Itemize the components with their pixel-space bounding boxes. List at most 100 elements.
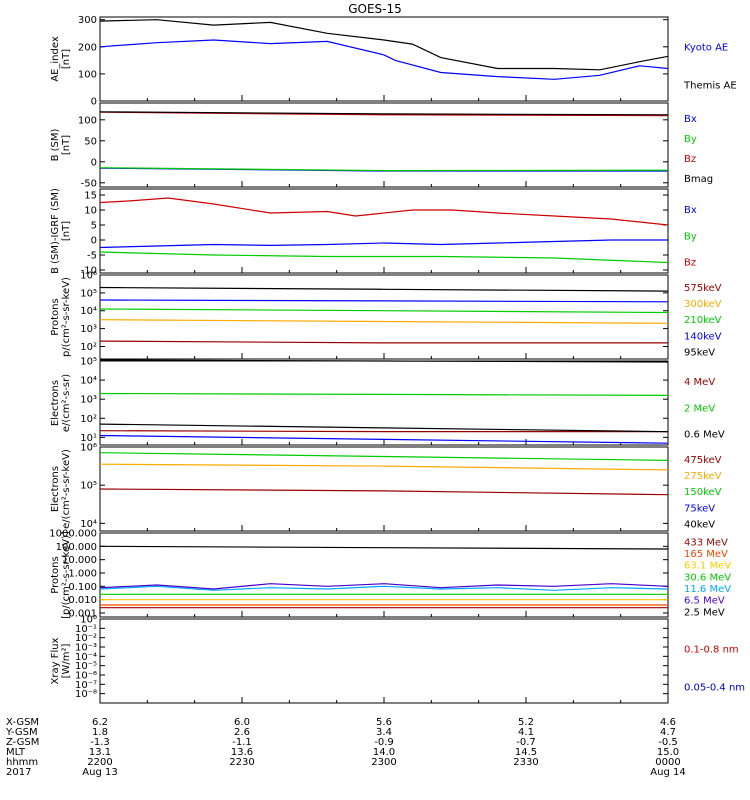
series-line bbox=[99, 585, 669, 591]
series-line bbox=[99, 359, 669, 363]
panel-7: 0.001 0.010 0.100 1.000 10.000 100.000 1000.00… bbox=[49, 529, 731, 620]
footer-value: 4.7 bbox=[660, 727, 676, 738]
footer-row-label: 2017 bbox=[6, 767, 31, 778]
y-tick-label: -50 bbox=[81, 178, 97, 189]
legend-entry: 11.6 MeV bbox=[684, 584, 731, 595]
y-tick-label: 0 bbox=[91, 97, 97, 108]
footer-value: -1.1 bbox=[232, 737, 252, 748]
panel-frame bbox=[99, 188, 669, 274]
y-axis-label: Protons[p/(cm²-s-sr-keV)] bbox=[50, 531, 72, 619]
y-tick-label: 100 bbox=[78, 69, 97, 80]
footer-row-label: Y-GSM bbox=[5, 727, 38, 738]
y-tick-label: 0.010 bbox=[68, 595, 97, 606]
footer-value: Aug 13 bbox=[82, 767, 117, 778]
y-tick-label: 0 bbox=[91, 236, 97, 247]
legend-entry: 210keV bbox=[684, 315, 722, 326]
series-line bbox=[99, 488, 669, 496]
y-tick-label: 10.000 bbox=[62, 555, 97, 566]
panel-frame bbox=[99, 16, 669, 102]
legend-entry: 0.05-0.4 nm bbox=[684, 683, 745, 694]
y-tick-label: 10⁻⁷ bbox=[75, 680, 97, 691]
footer-value: 6.2 bbox=[92, 717, 108, 728]
y-tick-label: 10⁴ bbox=[80, 376, 97, 387]
footer-value: 2230 bbox=[229, 757, 254, 768]
legend-entry: By bbox=[684, 231, 697, 242]
footer-value: -1.3 bbox=[90, 737, 110, 748]
legend-entry: 0.6 MeV bbox=[684, 430, 725, 441]
y-tick-label: 10⁻⁶ bbox=[75, 671, 97, 682]
y-tick-label: 10⁻⁸ bbox=[75, 689, 97, 700]
legend-entry: 95keV bbox=[684, 348, 715, 359]
legend-entry: 275keV bbox=[684, 471, 722, 482]
y-axis-label: B (SM)[nT] bbox=[50, 128, 72, 161]
legend-entry: 165 MeV bbox=[684, 549, 728, 560]
legend-entry: 150keV bbox=[684, 487, 722, 498]
legend-entry: 0.1-0.8 nm bbox=[684, 645, 739, 656]
legend-entry: 575keV bbox=[684, 283, 722, 294]
footer-value: 15.0 bbox=[657, 747, 679, 758]
panel-4: 10² 10³ 10⁴ 10⁵ 10⁶ Protonsp/(cm²-s-sr-keV) 57… bbox=[50, 271, 722, 360]
legend-entry: Themis AE bbox=[683, 81, 737, 92]
panel-2: -50 0 50 100 B (SM)[nT] Bx By Bz Bmag bbox=[50, 102, 713, 189]
footer-value: 5.6 bbox=[376, 717, 392, 728]
y-axis-label: Electronse/(cm²-s-sr) bbox=[50, 374, 72, 432]
series-line bbox=[99, 239, 668, 249]
y-tick-label: -5 bbox=[87, 251, 97, 262]
series-line bbox=[99, 452, 669, 461]
y-tick-label: 0 bbox=[91, 157, 97, 168]
y-tick-label: 10³ bbox=[80, 324, 97, 335]
footer-value: Aug 14 bbox=[650, 767, 685, 778]
y-axis-label: AE_index[nT] bbox=[50, 36, 72, 82]
footer-value: 4.6 bbox=[660, 717, 676, 728]
y-tick-label: 10⁵ bbox=[80, 288, 97, 299]
series-line bbox=[99, 197, 669, 226]
legend-entry: 6.5 MeV bbox=[684, 596, 725, 607]
y-tick-label: 10⁻⁴ bbox=[75, 652, 97, 663]
y-tick-label: 0.001 bbox=[68, 609, 97, 620]
footer-value: 0000 bbox=[655, 757, 680, 768]
y-tick-label: 300 bbox=[78, 15, 97, 26]
legend-entry: 40keV bbox=[684, 520, 715, 531]
footer-value: 6.0 bbox=[234, 717, 250, 728]
series-line bbox=[99, 392, 669, 396]
footer-value: 3.4 bbox=[376, 727, 392, 738]
y-tick-label: 10¹ bbox=[80, 433, 97, 444]
legend-entry: 30.6 MeV bbox=[684, 572, 731, 583]
footer-value: 2200 bbox=[87, 757, 112, 768]
legend-entry: Bx bbox=[684, 114, 697, 125]
footer-value: 5.2 bbox=[518, 717, 534, 728]
y-tick-label: 10⁰ bbox=[80, 615, 97, 626]
legend-entry: 300keV bbox=[684, 299, 722, 310]
y-tick-label: 10² bbox=[80, 414, 97, 425]
footer-value: 1.8 bbox=[92, 727, 108, 738]
panel-frame bbox=[99, 618, 669, 704]
series-line bbox=[99, 308, 669, 314]
series-line bbox=[99, 434, 669, 444]
legend-entry: 4 MeV bbox=[684, 377, 715, 388]
series-line bbox=[99, 251, 669, 264]
series-line bbox=[99, 19, 669, 71]
footer-value: 2330 bbox=[513, 757, 538, 768]
series-line bbox=[99, 286, 669, 292]
footer-row-label: hhmm bbox=[6, 757, 38, 768]
footer-row-label: MLT bbox=[6, 747, 26, 758]
y-tick-label: 10⁻⁵ bbox=[75, 661, 97, 672]
series-line bbox=[99, 111, 669, 116]
series-line bbox=[99, 340, 668, 344]
chart-title: GOES-15 bbox=[348, 2, 402, 16]
panel-6: 10⁴ 10⁵ 10⁶ Electronse/(cm²-s-sr-keV) 475keV… bbox=[50, 423, 722, 532]
footer-value: 14.0 bbox=[373, 747, 395, 758]
footer-value: -0.7 bbox=[516, 737, 536, 748]
y-tick-label: 5 bbox=[91, 221, 97, 232]
series-line bbox=[99, 39, 669, 80]
y-tick-label: 10⁴ bbox=[80, 519, 97, 530]
legend-entry: 75keV bbox=[684, 503, 715, 514]
y-tick-label: 10⁵ bbox=[80, 481, 97, 492]
legend-entry: Bz bbox=[684, 154, 696, 165]
series-line bbox=[99, 167, 669, 172]
y-tick-label: 10² bbox=[80, 342, 97, 353]
y-tick-label: 10⁵ bbox=[80, 357, 97, 368]
y-tick-label: 10⁻¹ bbox=[75, 624, 97, 635]
